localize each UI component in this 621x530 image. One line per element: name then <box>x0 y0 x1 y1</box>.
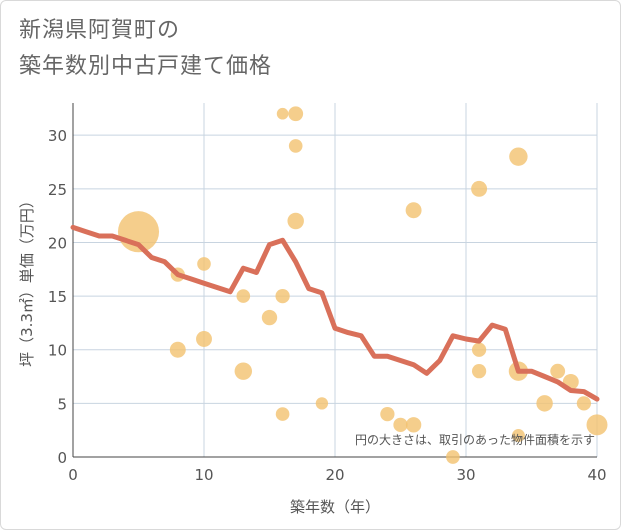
y-tick-label: 30 <box>48 127 67 145</box>
trend-line <box>70 224 600 402</box>
bubble-point <box>536 395 553 412</box>
bubble-point <box>261 309 278 326</box>
bubble-point <box>197 257 211 271</box>
bubble-point <box>276 107 289 120</box>
y-tick-label: 15 <box>48 288 67 306</box>
bubble-point <box>550 363 566 379</box>
size-annotation: 円の大きさは、取引のあった物件面積を示す <box>355 432 595 447</box>
y-tick-label: 5 <box>57 395 67 413</box>
bubble-point <box>471 180 488 197</box>
x-tick-label: 30 <box>456 466 475 484</box>
bubble-point <box>169 341 186 358</box>
bubble-point <box>471 364 487 379</box>
bubble-point <box>236 289 251 303</box>
bubble-point <box>234 362 253 380</box>
bubble-point <box>405 202 422 219</box>
bubble-point <box>511 429 525 443</box>
x-tick-label: 10 <box>194 466 213 484</box>
y-tick-label: 25 <box>48 181 67 199</box>
bubble-point <box>196 331 212 347</box>
bubble-point <box>288 139 303 153</box>
tick-labels: 0 10 20 30 40 0 5 10 15 20 25 30 <box>48 127 607 484</box>
chart-title-line2: 築年数別中古戸建て価格 <box>19 54 273 79</box>
axes <box>72 103 597 458</box>
bubble-point <box>471 342 487 357</box>
y-tick-label: 0 <box>57 449 67 467</box>
bubble-point <box>586 414 608 436</box>
y-tick-label: 10 <box>48 342 67 360</box>
bubble-point <box>275 407 290 421</box>
x-tick-label: 0 <box>68 466 78 484</box>
bubble-point <box>380 406 395 422</box>
bubble-point <box>509 147 528 166</box>
y-tick-label: 20 <box>48 234 67 252</box>
bubble-point <box>405 417 422 433</box>
trend-series <box>70 224 600 402</box>
x-axis-label: 築年数（年） <box>290 498 380 516</box>
bubble-point <box>287 212 304 230</box>
bubble-point <box>275 288 290 304</box>
chart-title-line1: 新潟県阿賀町の <box>19 18 181 43</box>
bubble-point <box>446 450 460 464</box>
chart-title: 新潟県阿賀町の 築年数別中古戸建て価格 <box>19 13 272 85</box>
x-tick-label: 20 <box>325 466 344 484</box>
bubble-point <box>576 396 592 411</box>
bubble-point <box>288 106 304 122</box>
y-axis-label: 坪（3.3㎡）単価（万円） <box>18 193 36 367</box>
bubble-point <box>393 417 408 432</box>
x-tick-label: 40 <box>587 466 606 484</box>
bubble-point <box>315 397 329 410</box>
